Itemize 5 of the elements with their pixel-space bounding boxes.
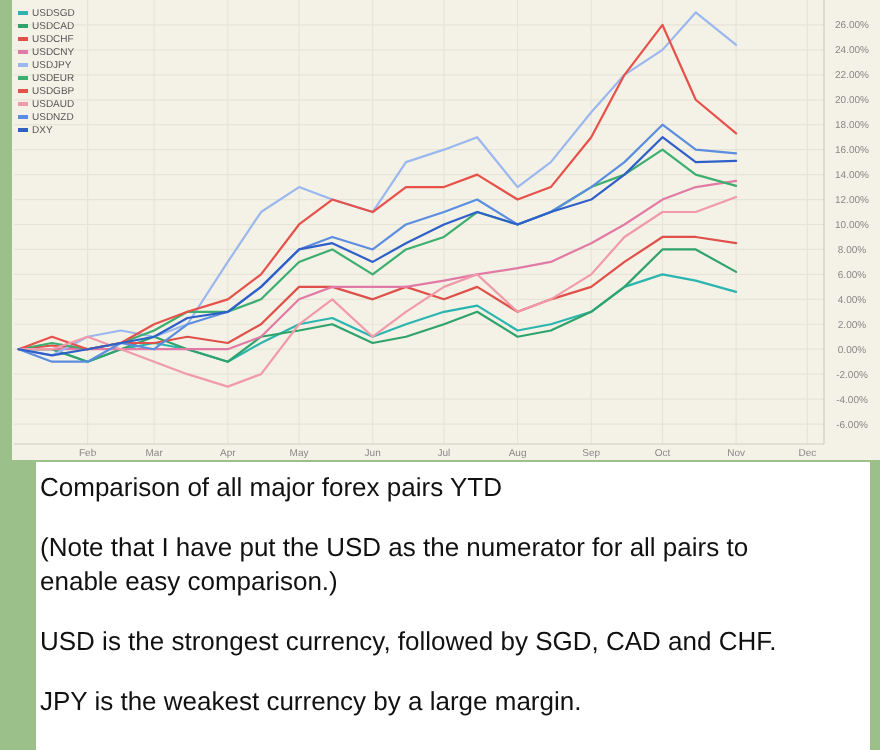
text: (Note that I have put the USD as the numerator for all pairs to enable easy comparison.)	[40, 532, 749, 596]
text: USD is the strongest currency, followed by SGD, CAD and CHF.	[40, 626, 777, 656]
text: JPY is the weakest currency by a large margin.	[40, 686, 582, 716]
text: Comparison of all major forex pairs YTD	[40, 472, 502, 502]
line-series	[17, 195, 738, 388]
